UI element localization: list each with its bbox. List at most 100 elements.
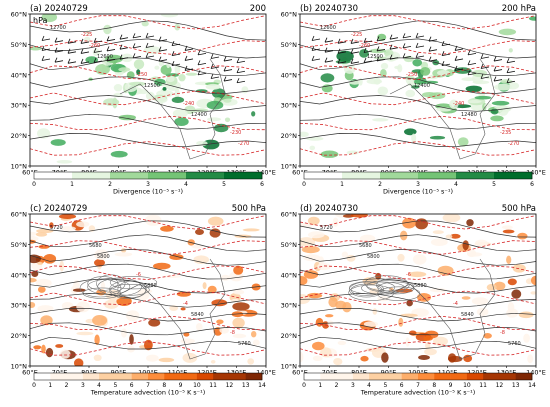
colorbar-segment bbox=[34, 172, 73, 179]
map-area bbox=[30, 214, 266, 366]
wind-barb-feather bbox=[350, 38, 354, 44]
shaded-cell bbox=[346, 254, 356, 262]
colorbar-tick-label: 3 bbox=[416, 181, 420, 188]
colorbar-tick-label: 0 bbox=[32, 382, 36, 389]
wind-barb bbox=[467, 52, 477, 56]
colorbar-segment bbox=[196, 373, 214, 380]
shaded-cell bbox=[467, 100, 482, 104]
colorbar-segment bbox=[213, 373, 230, 380]
contour-label: 12600 bbox=[320, 25, 336, 31]
temperature-contour bbox=[30, 215, 266, 230]
wind-barb bbox=[415, 55, 425, 58]
wind-barb bbox=[337, 41, 347, 44]
shaded-cell bbox=[100, 281, 106, 290]
wind-barb bbox=[145, 45, 155, 48]
wind-barb-feather bbox=[454, 45, 458, 51]
wind-barb bbox=[132, 35, 142, 39]
contour-label: -240 bbox=[183, 101, 194, 107]
colorbar-tick-label: 8 bbox=[432, 382, 436, 389]
wind-barb bbox=[454, 68, 464, 71]
shaded-cell bbox=[486, 283, 497, 291]
shaded-cell bbox=[183, 332, 190, 337]
colorbar-tick-label: 1 bbox=[340, 181, 344, 188]
wind-barb-feather bbox=[324, 47, 328, 53]
contour-label: -270 bbox=[508, 141, 519, 147]
shaded-cell bbox=[476, 307, 489, 317]
colorbar-tick-label: 2 bbox=[108, 181, 112, 188]
wind-barb bbox=[171, 43, 181, 47]
shaded-cell bbox=[523, 333, 530, 343]
shaded-cell bbox=[433, 336, 448, 346]
colorbar-segment bbox=[401, 373, 419, 380]
wind-barb-feather bbox=[480, 53, 484, 59]
shaded-cell bbox=[158, 357, 175, 363]
wind-barb bbox=[415, 35, 425, 38]
wind-barb bbox=[506, 70, 516, 74]
temperature-contour bbox=[30, 65, 266, 80]
wind-barb bbox=[54, 60, 64, 63]
shaded-cell bbox=[494, 83, 512, 91]
wind-barb bbox=[145, 55, 155, 58]
shaded-cell bbox=[350, 214, 368, 218]
wind-barb-feather bbox=[145, 52, 149, 58]
colorbar-tick-label: 2 bbox=[378, 181, 382, 188]
wind-barb bbox=[106, 39, 116, 42]
wind-barb bbox=[337, 61, 347, 64]
lat-tick-label: 10°N bbox=[11, 363, 28, 371]
wind-barb-feather bbox=[311, 55, 315, 61]
colorbar-tick-label: 2 bbox=[65, 382, 69, 389]
lon-tick-label: 70°E bbox=[322, 369, 338, 377]
wind-barb bbox=[184, 58, 194, 61]
wind-barb-feather bbox=[54, 37, 58, 43]
temperature-contour bbox=[300, 215, 536, 230]
lat-tick-label: 20°N bbox=[11, 132, 28, 140]
shaded-cell bbox=[145, 91, 155, 101]
shaded-cell bbox=[205, 83, 221, 90]
panel-tag: (c) 20240729 bbox=[30, 204, 87, 214]
contour-label: 5720 bbox=[320, 225, 333, 231]
colorbar-tick-label: 6 bbox=[400, 382, 404, 389]
contour-label: -230 bbox=[230, 130, 241, 136]
wind-barb-feather bbox=[119, 34, 123, 40]
shaded-cell bbox=[386, 54, 397, 62]
shaded-cell bbox=[397, 64, 403, 73]
geopotential-contour bbox=[300, 249, 536, 266]
shaded-cell bbox=[88, 225, 96, 232]
shaded-cell bbox=[171, 96, 185, 103]
lon-tick-label: 140°E bbox=[256, 169, 276, 177]
geopotential-contour bbox=[300, 133, 536, 147]
lon-tick-label: 100°E bbox=[408, 369, 428, 377]
colorbar-tick-label: 1 bbox=[70, 181, 74, 188]
geopotential-contour bbox=[30, 133, 266, 147]
contour-label: 5680 bbox=[89, 243, 102, 249]
wind-barb bbox=[311, 58, 321, 61]
wind-barb bbox=[223, 79, 233, 82]
panel-level-unit: hPa bbox=[33, 16, 48, 25]
shaded-cell bbox=[530, 275, 536, 286]
contour-label: -4 bbox=[453, 301, 458, 307]
shaded-cell bbox=[318, 256, 324, 265]
shaded-cell bbox=[146, 354, 159, 362]
contour-label: -235 bbox=[500, 130, 511, 136]
shaded-cell bbox=[506, 308, 519, 318]
wind-barb-feather bbox=[480, 63, 484, 69]
shaded-cell bbox=[400, 313, 418, 318]
wind-barb bbox=[493, 59, 503, 62]
wind-barb bbox=[145, 35, 155, 38]
wind-barb-feather bbox=[428, 36, 432, 42]
wind-barb-feather bbox=[236, 68, 240, 73]
colorbar-segment bbox=[229, 373, 246, 380]
shaded-cell bbox=[377, 33, 387, 41]
shaded-cell bbox=[233, 289, 245, 295]
wind-barb-feather bbox=[363, 57, 367, 63]
colorbar-frame bbox=[303, 372, 533, 381]
contour-label: -260 bbox=[89, 43, 100, 49]
shaded-cell bbox=[317, 263, 331, 271]
shaded-cell bbox=[336, 50, 354, 62]
lat-tick-label: 20°N bbox=[11, 332, 28, 340]
wind-barb-feather bbox=[506, 68, 510, 73]
shaded-cell bbox=[432, 230, 444, 235]
wind-barb bbox=[210, 76, 220, 79]
colorbar-tick-label: 4 bbox=[97, 382, 101, 389]
shaded-cell bbox=[512, 264, 526, 273]
